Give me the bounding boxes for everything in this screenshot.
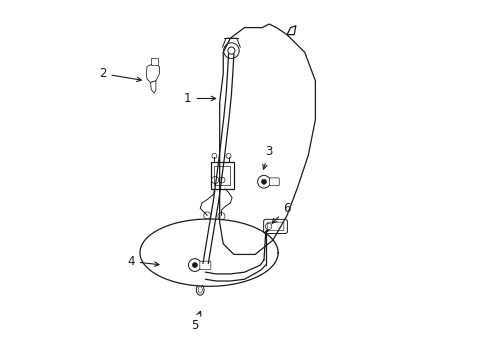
Text: 5: 5 [191,311,201,332]
Text: 6: 6 [272,202,290,223]
Polygon shape [150,81,156,93]
FancyBboxPatch shape [200,261,210,270]
FancyBboxPatch shape [269,178,279,186]
Circle shape [192,262,197,267]
Circle shape [261,179,266,184]
Text: 3: 3 [262,145,272,169]
Text: 1: 1 [183,92,215,105]
Polygon shape [146,63,159,82]
Text: 4: 4 [127,255,159,268]
Text: 2: 2 [99,67,141,82]
FancyBboxPatch shape [210,162,233,189]
Ellipse shape [198,287,202,293]
FancyBboxPatch shape [263,219,287,234]
Ellipse shape [196,284,203,295]
FancyBboxPatch shape [150,58,157,65]
